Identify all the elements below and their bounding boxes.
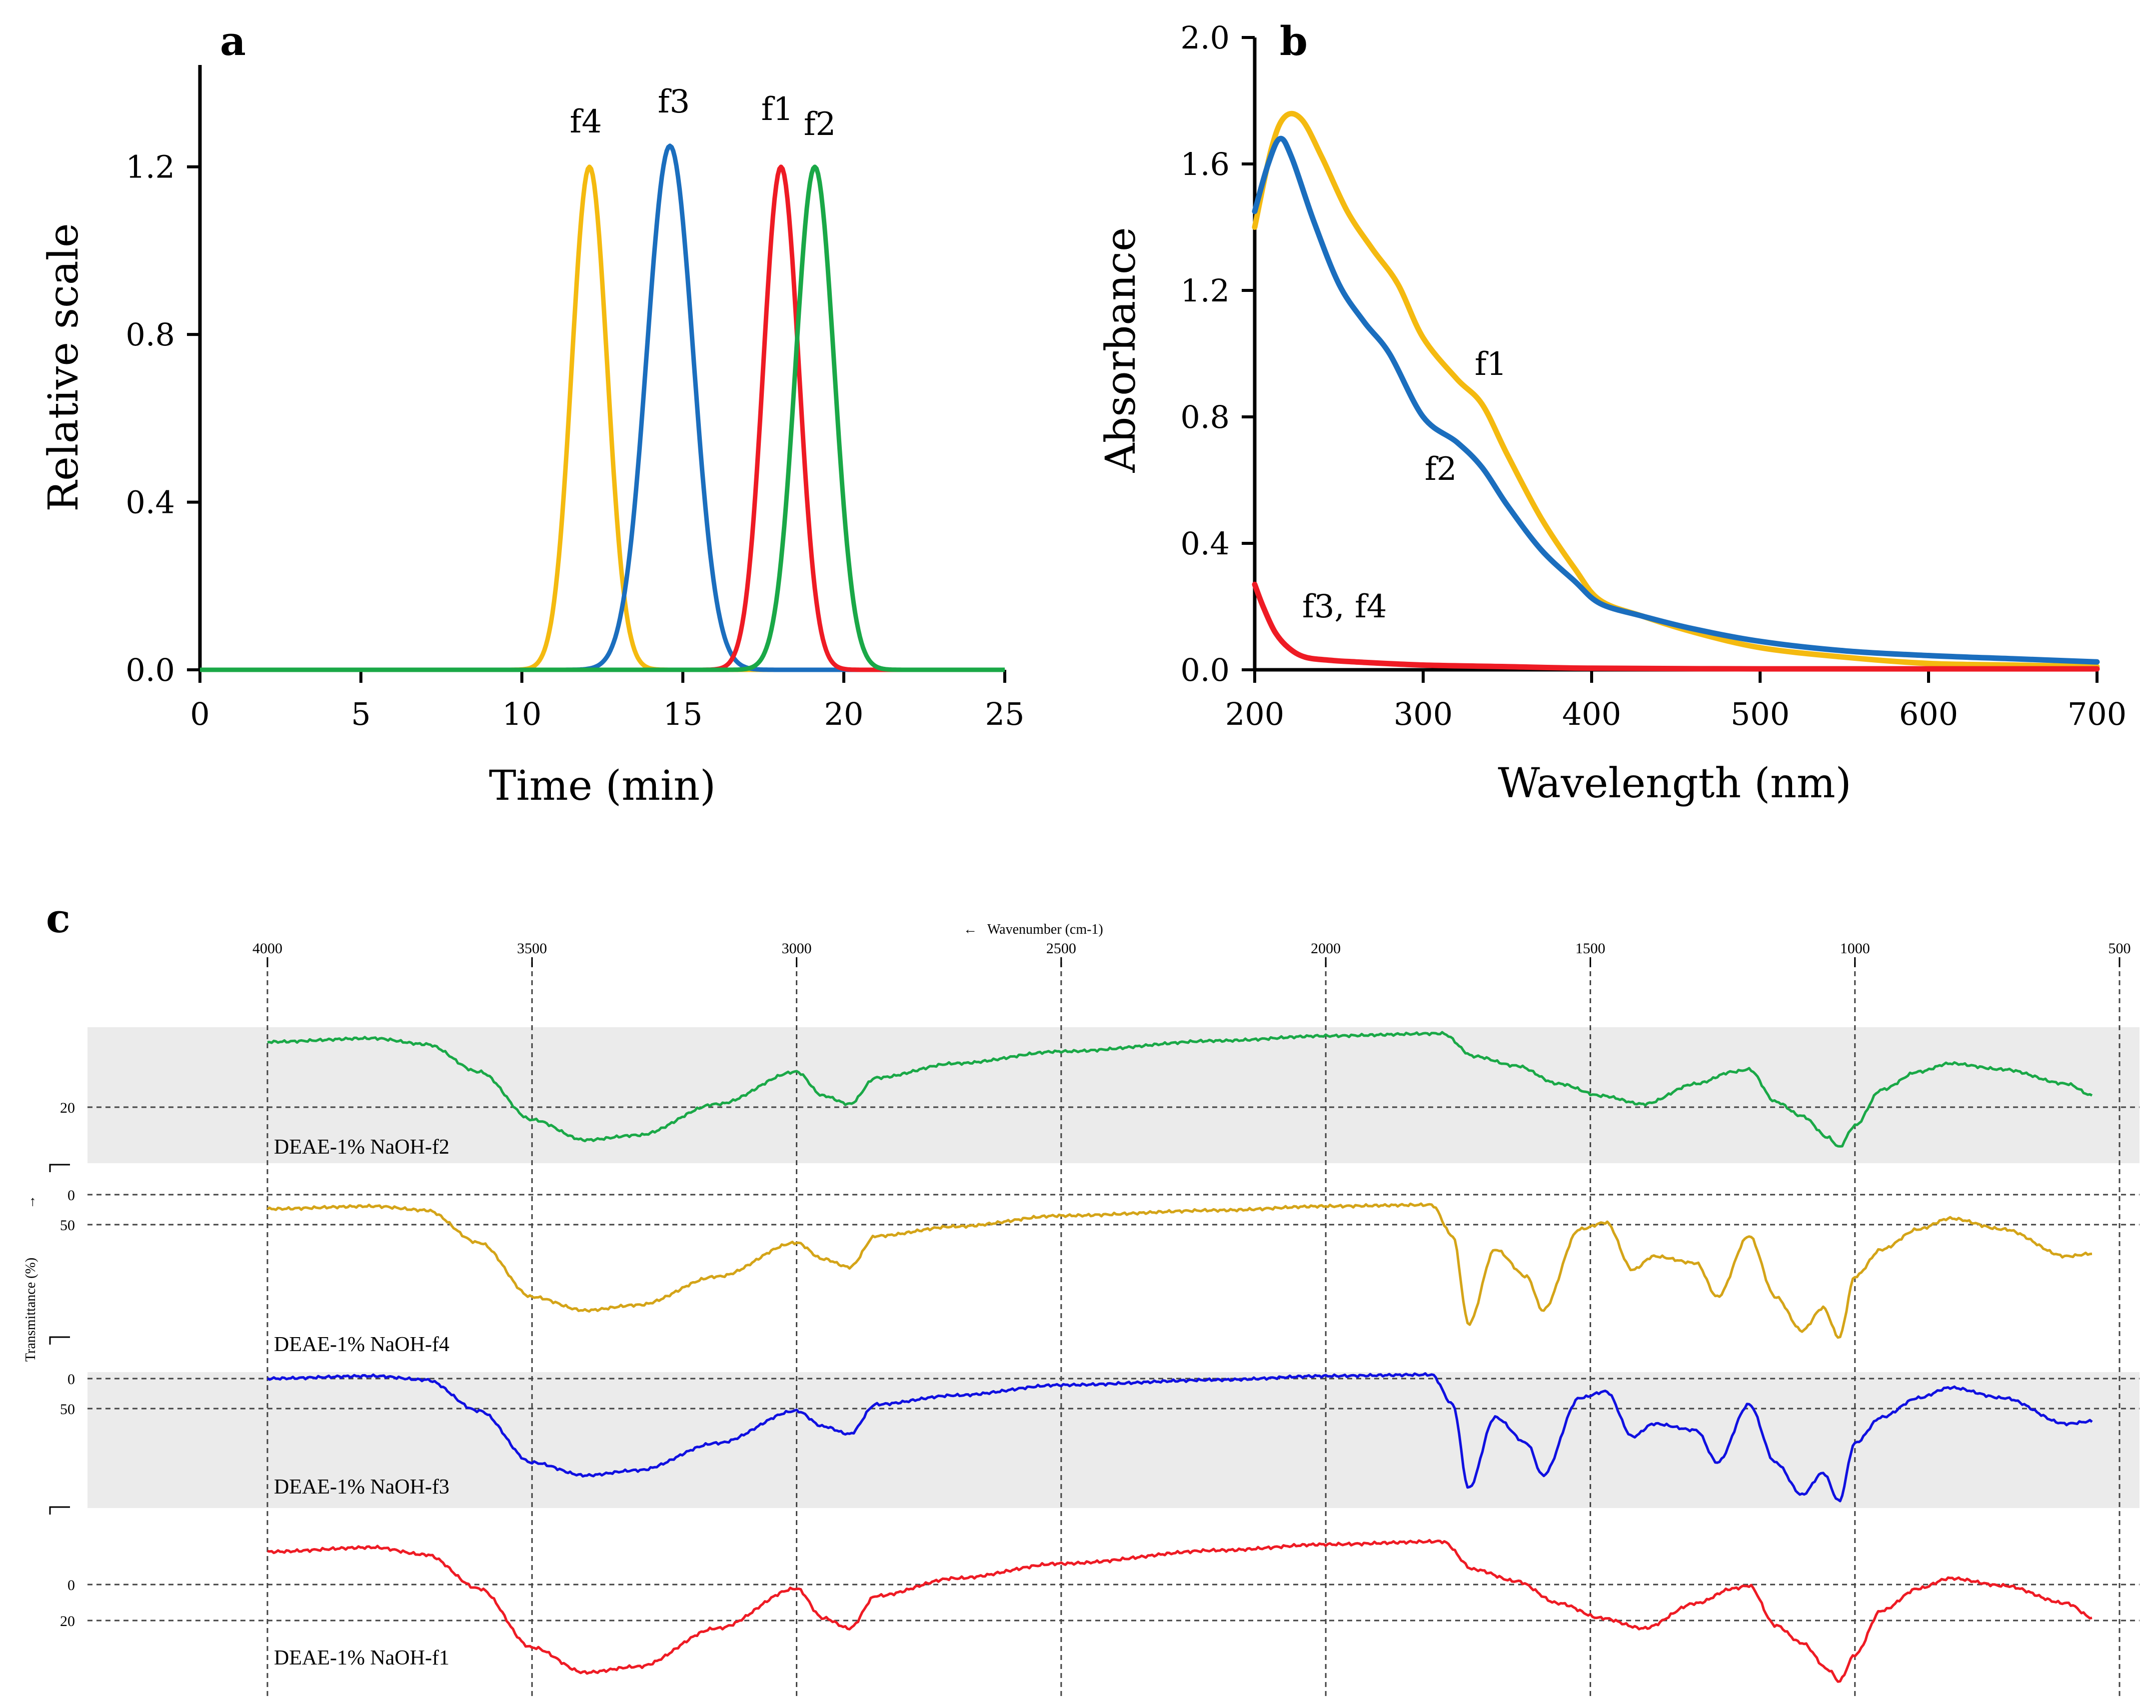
panel-b-series-f2 bbox=[1252, 135, 2100, 665]
band-f4-corner-mark bbox=[49, 1336, 70, 1345]
panel-a-y-tick-label: 1.2 bbox=[125, 149, 175, 185]
panel-c: c ← Wavenumber (cm-1) 4000 3500 3000 2500 20… bbox=[23, 895, 2140, 1697]
panel-b-y-tick-label: 0.8 bbox=[1180, 399, 1230, 435]
panel-b-y-ticks: 0.0 0.4 0.8 1.2 1.6 2.0 bbox=[1180, 19, 1255, 688]
band-f2-corner-mark bbox=[49, 1164, 70, 1172]
band-f3-shade bbox=[87, 1372, 2140, 1508]
panel-c-spectrum-f2 bbox=[267, 1031, 2093, 1148]
panel-c-x-tick-label: 500 bbox=[2109, 940, 2131, 957]
panel-b-x-tick-label: 500 bbox=[1731, 696, 1790, 732]
panel-b-x-tick-label: 300 bbox=[1394, 696, 1453, 732]
transmittance-label: Transmittance (%) bbox=[23, 1258, 38, 1362]
panel-b: b 200 300 400 500 600 700 0.00.40.81.21.62.0 … bbox=[1097, 17, 2127, 807]
panel-a-series-f2 bbox=[199, 164, 1006, 672]
panel-c-band-scale-label: 0 bbox=[67, 1577, 75, 1594]
panel-c-band-scale-label: 0 bbox=[67, 1371, 75, 1388]
panel-b-series bbox=[1252, 110, 2100, 672]
panel-b-letter: b bbox=[1280, 17, 1308, 64]
panel-b-x-tick-label: 400 bbox=[1562, 696, 1621, 732]
panel-b-y-tick-label: 0.4 bbox=[1180, 525, 1230, 562]
panel-a-y-tick-label: 0.0 bbox=[125, 652, 175, 688]
panel-a-annotation-f3: f3 bbox=[658, 83, 690, 120]
panel-b-y-tick-label: 1.6 bbox=[1180, 146, 1230, 182]
panel-b-y-tick-label: 2.0 bbox=[1180, 19, 1230, 56]
panel-a-x-tick-label: 5 bbox=[351, 696, 370, 732]
transmittance-arrow: → bbox=[23, 1195, 38, 1209]
panel-c-band-scale-label: 20 bbox=[60, 1100, 75, 1116]
panel-a-y-tick-label: 0.4 bbox=[125, 484, 175, 521]
panel-c-x-tick-label: 2500 bbox=[1046, 940, 1076, 957]
panel-a-series-f3 bbox=[199, 143, 1006, 672]
panel-a-y-label: Relative scale bbox=[40, 223, 87, 511]
panel-a-x-ticks: 0 5 10 15 20 25 bbox=[190, 670, 1024, 732]
panel-b-annotation-f2: f2 bbox=[1425, 451, 1457, 488]
panel-c-spectrum-f1 bbox=[267, 1539, 2093, 1683]
panel-c-band-scale-label: 0 bbox=[67, 1187, 75, 1204]
panel-a-x-label: Time (min) bbox=[489, 762, 716, 810]
spectrum-label-f3: DEAE-1% NaOH-f3 bbox=[274, 1476, 449, 1499]
panel-a-series-f1 bbox=[199, 164, 1006, 672]
panel-c-x-tick-label: 3000 bbox=[782, 940, 812, 957]
panel-c-band-scale-label: 50 bbox=[60, 1217, 75, 1234]
panel-b-series-f3-f4 bbox=[1252, 581, 2100, 672]
panel-a-y-ticks: 0.0 0.4 0.8 1.2 bbox=[125, 149, 200, 688]
panel-c-band-scale-labels: 20 0 50 0 50 0 20 bbox=[60, 1100, 75, 1630]
panel-a-annotation-f2: f2 bbox=[804, 106, 836, 143]
spectrum-label-f4: DEAE-1% NaOH-f4 bbox=[274, 1333, 449, 1356]
panel-c-horizontal-gridlines bbox=[87, 1106, 2140, 1622]
panel-a: a 0 5 10 15 20 25 0.0 0.4 0.8 1.2 Time (min) Rel… bbox=[40, 17, 1024, 810]
panel-a-x-tick-label: 15 bbox=[663, 696, 703, 732]
panel-b-y-tick-label: 0.0 bbox=[1180, 652, 1230, 688]
panel-c-spectra bbox=[266, 1031, 2093, 1683]
panel-a-x-tick-label: 25 bbox=[985, 696, 1025, 732]
panel-b-x-tick-label: 700 bbox=[2068, 696, 2127, 732]
panel-a-y-tick-label: 0.8 bbox=[125, 316, 175, 353]
panel-c-x-tick-label: 3500 bbox=[517, 940, 547, 957]
panel-b-x-label: Wavelength (nm) bbox=[1498, 760, 1851, 807]
wavenumber-arrow: ← bbox=[963, 922, 977, 937]
panel-b-annotation-f1: f1 bbox=[1475, 346, 1507, 383]
panel-a-letter: a bbox=[220, 17, 246, 64]
panel-b-series-f1 bbox=[1252, 110, 2100, 670]
panel-b-x-ticks: 200 300 400 500 600 700 bbox=[1225, 670, 2127, 732]
panel-a-x-tick-label: 10 bbox=[502, 696, 542, 732]
panel-c-x-tick-label: 2000 bbox=[1311, 940, 1341, 957]
panel-b-y-tick-label: 1.2 bbox=[1180, 272, 1230, 309]
panel-c-letter: c bbox=[46, 895, 70, 942]
panel-b-annotation-f3-f4: f3, f4 bbox=[1302, 588, 1387, 625]
panel-a-x-tick-label: 20 bbox=[824, 696, 864, 732]
panel-a-x-tick-label: 0 bbox=[190, 696, 209, 732]
panel-c-x-tick-label: 1500 bbox=[1575, 940, 1605, 957]
band-f3-corner-mark bbox=[49, 1506, 70, 1515]
spectrum-label-f2: DEAE-1% NaOH-f2 bbox=[274, 1136, 449, 1159]
panel-c-spectrum-f3 bbox=[266, 1372, 2093, 1503]
panel-c-band-scale-label: 50 bbox=[60, 1401, 75, 1418]
panel-b-x-tick-label: 200 bbox=[1225, 696, 1284, 732]
panel-c-band-scale-label: 20 bbox=[60, 1613, 75, 1630]
panel-c-x-tick-label: 4000 bbox=[252, 940, 282, 957]
wavenumber-label: Wavenumber (cm-1) bbox=[987, 922, 1103, 937]
panel-b-y-label: Absorbance bbox=[1097, 227, 1145, 473]
panel-c-spectrum-f4 bbox=[266, 1202, 2093, 1339]
panel-b-x-tick-label: 600 bbox=[1899, 696, 1958, 732]
panel-a-series-f4 bbox=[199, 164, 1006, 672]
panel-a-annotation-f1: f1 bbox=[761, 91, 793, 128]
panel-a-annotation-f4: f4 bbox=[570, 103, 602, 140]
panel-a-series bbox=[199, 143, 1006, 672]
panel-c-x-tick-label: 1000 bbox=[1840, 940, 1870, 957]
spectrum-label-f1: DEAE-1% NaOH-f1 bbox=[274, 1647, 449, 1670]
panel-c-x-ticks: 4000 3500 3000 2500 2000 1500 1000 500 bbox=[252, 940, 2131, 1697]
